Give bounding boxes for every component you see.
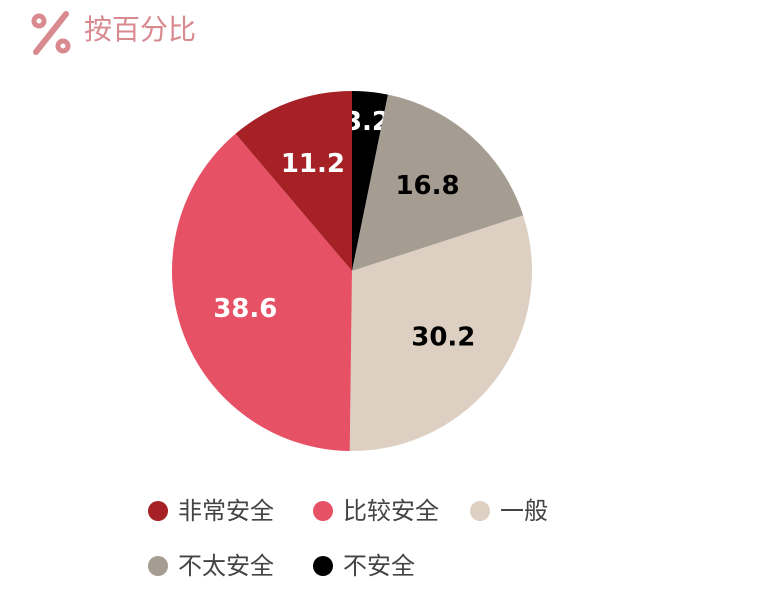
legend-label: 非常安全 bbox=[178, 497, 274, 525]
pie-slice bbox=[352, 94, 524, 271]
data-label: 38.6 bbox=[213, 294, 277, 324]
legend-label: 不安全 bbox=[343, 552, 415, 580]
pie-slice bbox=[171, 133, 352, 451]
pie: 3.216.830.238.611.2 bbox=[171, 91, 532, 451]
legend-marker bbox=[148, 556, 168, 576]
pie-slice bbox=[235, 91, 352, 271]
legend-marker bbox=[313, 556, 333, 576]
chart-title: 按百分比 bbox=[84, 13, 196, 46]
legend-label: 一般 bbox=[500, 497, 548, 525]
percent-icon bbox=[31, 11, 71, 55]
data-label: 11.2 bbox=[281, 149, 345, 179]
pie-slice bbox=[349, 215, 532, 451]
legend-marker bbox=[470, 501, 490, 521]
pie-slice bbox=[352, 91, 388, 271]
legend-marker bbox=[148, 501, 168, 521]
data-label: 16.8 bbox=[395, 171, 459, 201]
legend-marker bbox=[313, 501, 333, 521]
legend-label: 比较安全 bbox=[343, 497, 439, 525]
legend-label: 不太安全 bbox=[178, 552, 274, 580]
data-label: 30.2 bbox=[411, 323, 475, 353]
